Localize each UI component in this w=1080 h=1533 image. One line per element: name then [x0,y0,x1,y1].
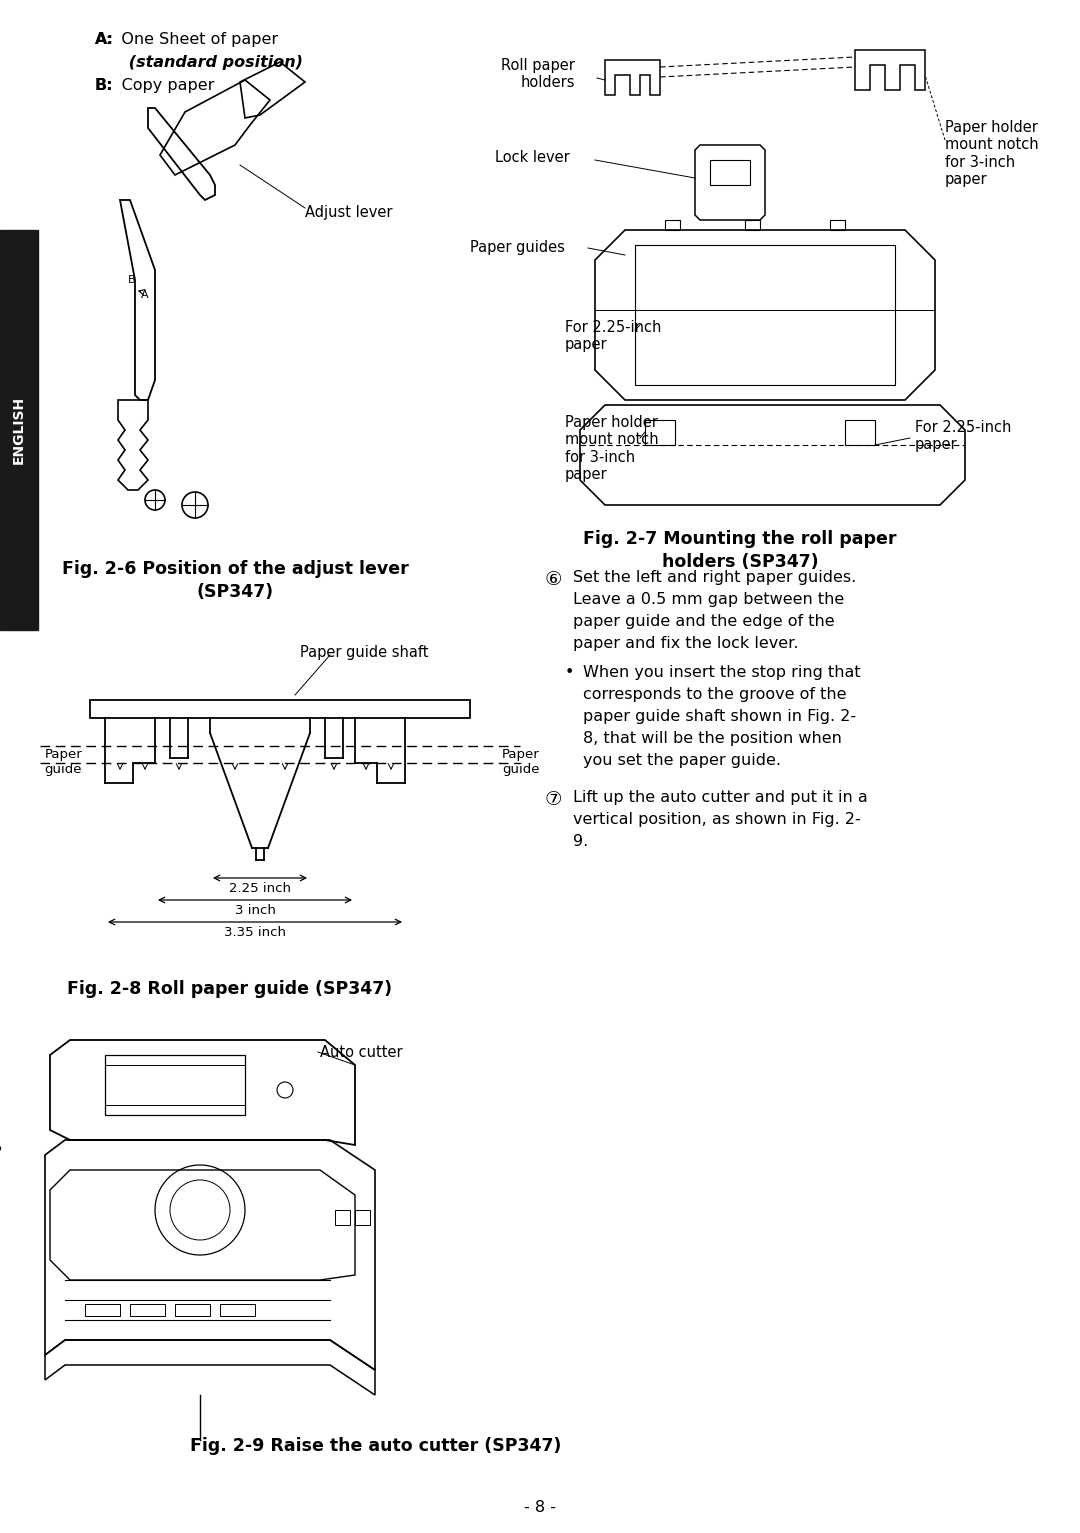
Bar [220,1305,255,1315]
Text: Paper holder
mount notch
for 3-inch
paper: Paper holder mount notch for 3-inch pape… [945,120,1039,187]
Bar [335,1210,350,1225]
Text: Paper guide shaft: Paper guide shaft [300,645,429,661]
Text: 8, that will be the position when: 8, that will be the position when [583,731,842,747]
Text: Fig. 2-8 Roll paper guide (SP347): Fig. 2-8 Roll paper guide (SP347) [67,980,392,998]
Bar [0,230,38,630]
Text: Paper
guide: Paper guide [44,748,82,776]
Text: Paper
guide: Paper guide [502,748,540,776]
Text: (SP347): (SP347) [197,583,273,601]
Bar [355,1210,370,1225]
Text: Roll paper
holders: Roll paper holders [501,58,575,90]
Text: Lock lever: Lock lever [496,150,570,166]
Text: paper guide shaft shown in Fig. 2-: paper guide shaft shown in Fig. 2- [583,708,856,724]
Text: Fig. 2-6 Position of the adjust lever: Fig. 2-6 Position of the adjust lever [62,560,408,578]
Text: Fig. 2-7 Mounting the roll paper: Fig. 2-7 Mounting the roll paper [583,530,896,547]
Text: you set the paper guide.: you set the paper guide. [583,753,781,768]
Text: For 2.25-inch
paper: For 2.25-inch paper [565,320,661,353]
Bar [90,701,470,717]
Text: paper guide and the edge of the: paper guide and the edge of the [573,615,835,629]
Text: 9.: 9. [573,834,589,849]
Text: corresponds to the groove of the: corresponds to the groove of the [583,687,847,702]
Text: A:  One Sheet of paper: A: One Sheet of paper [95,32,279,48]
Bar [645,420,675,445]
Text: Lift up the auto cutter and put it in a: Lift up the auto cutter and put it in a [573,789,867,805]
Text: Auto cutter: Auto cutter [320,1046,403,1059]
Text: B:: B: [95,78,113,94]
Text: holders (SP347): holders (SP347) [662,553,819,570]
Text: For 2.25-inch
paper: For 2.25-inch paper [915,420,1011,452]
Text: ENGLISH: ENGLISH [12,396,26,464]
Bar [845,420,875,445]
Text: 2.25 inch: 2.25 inch [229,881,291,895]
Text: 3 inch: 3 inch [234,904,275,917]
Text: Fig. 2-9 Raise the auto cutter (SP347): Fig. 2-9 Raise the auto cutter (SP347) [190,1436,562,1455]
Bar [105,1065,245,1105]
Text: paper and fix the lock lever.: paper and fix the lock lever. [573,636,798,652]
Text: Paper guides: Paper guides [470,241,565,254]
Text: - 8 -: - 8 - [524,1499,556,1515]
Text: A:: A: [95,32,114,48]
Text: Set the left and right paper guides.: Set the left and right paper guides. [573,570,856,586]
Bar [175,1305,210,1315]
Text: Paper holder
mount notch
for 3-inch
paper: Paper holder mount notch for 3-inch pape… [565,415,659,483]
Bar [85,1305,120,1315]
Text: When you insert the stop ring that: When you insert the stop ring that [583,665,861,681]
Text: A: A [141,290,149,300]
Bar [635,245,895,385]
Text: •: • [565,665,575,681]
Bar [105,1055,245,1114]
Text: vertical position, as shown in Fig. 2-: vertical position, as shown in Fig. 2- [573,812,861,826]
Text: B:  Copy paper: B: Copy paper [95,78,214,94]
Text: ⑥: ⑥ [545,570,563,589]
Text: ⑦: ⑦ [545,789,563,809]
Bar [130,1305,165,1315]
Text: Leave a 0.5 mm gap between the: Leave a 0.5 mm gap between the [573,592,845,607]
Text: B: B [129,274,136,285]
Text: 3.35 inch: 3.35 inch [224,926,286,940]
Text: (standard position): (standard position) [95,55,303,71]
Text: Adjust lever: Adjust lever [305,205,392,221]
Bar [710,159,750,185]
